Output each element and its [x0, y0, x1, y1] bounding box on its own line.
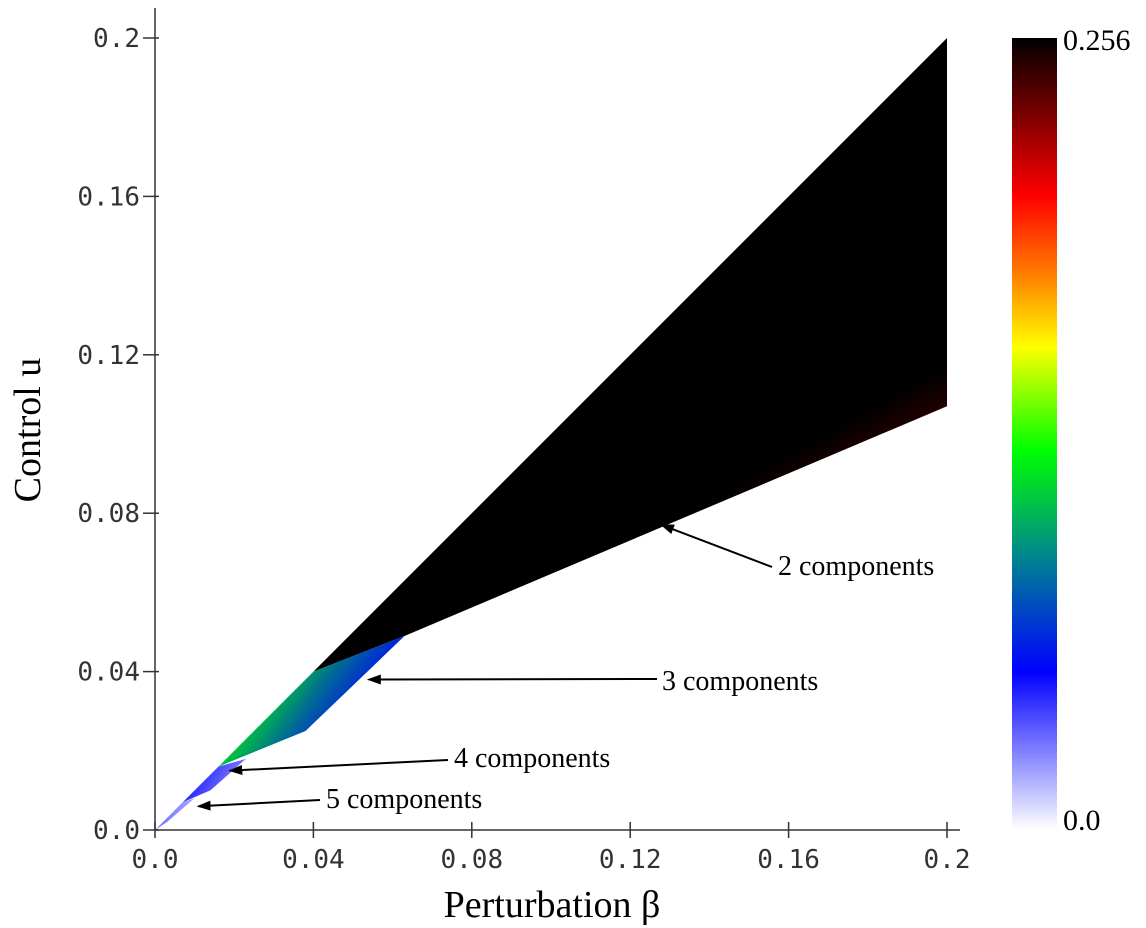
x-tick-label: 0.12 [599, 845, 662, 875]
region-2-components [313, 38, 947, 672]
annotation-arrow [660, 524, 773, 568]
region-3-components [218, 636, 405, 767]
annotation-label: 3 components [662, 666, 818, 697]
annotation-arrow [196, 799, 321, 811]
annotation-arrow [366, 674, 658, 685]
colorbar-bar [1012, 38, 1057, 830]
annotation-label: 5 components [326, 784, 482, 815]
y-tick-label: 0.12 [77, 341, 140, 371]
y-tick-label: 0.0 [93, 816, 140, 846]
annotation-label: 2 components [778, 551, 934, 582]
annotation-arrow [228, 759, 449, 776]
x-ticks: 0.0 0.04 0.08 0.12 0.16 0.2 [132, 822, 971, 875]
colorbar-min-label: 0.0 [1063, 804, 1101, 837]
annotations: 2 components 3 components 4 components 5 co… [196, 524, 934, 815]
y-tick-label: 0.2 [93, 24, 140, 54]
x-axis-title: Perturbation β [444, 884, 661, 926]
y-ticks: 0.0 0.04 0.08 0.12 0.16 0.2 [77, 24, 159, 846]
y-tick-label: 0.04 [77, 658, 140, 688]
y-axis-title: Control u [7, 358, 49, 503]
x-tick-label: 0.2 [924, 845, 971, 875]
regions [155, 38, 947, 830]
region-5-components [155, 798, 195, 830]
colorbar: 0.256 0.0 [1012, 24, 1131, 837]
region-4-components [182, 758, 247, 803]
x-tick-label: 0.16 [757, 845, 820, 875]
colorbar-max-label: 0.256 [1063, 24, 1131, 57]
x-tick-label: 0.0 [132, 845, 179, 875]
axes: 0.0 0.04 0.08 0.12 0.16 0.2 0.00.040.080.120.… [77, 8, 970, 875]
annotation-label: 4 components [454, 743, 610, 774]
y-tick-label: 0.08 [77, 499, 140, 529]
y-tick-label: 0.16 [77, 182, 140, 212]
x-tick-label: 0.08 [440, 845, 503, 875]
x-tick-label: 0.04 [282, 845, 345, 875]
